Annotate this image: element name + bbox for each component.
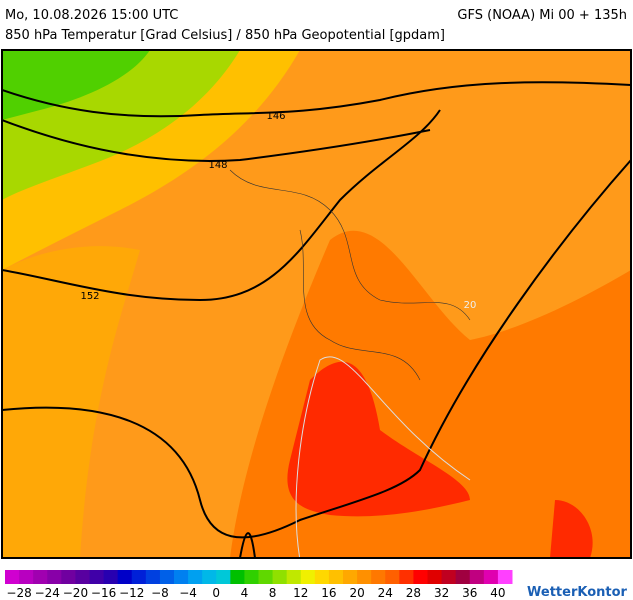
colorbar: −28 −24 −20 −16 −12 −8 −4 0 4 8 12 16 20 24 28 32 36 40 — [5, 570, 513, 600]
color-swatch — [230, 570, 245, 584]
color-swatch — [427, 570, 443, 584]
colorbar-label: −20 — [63, 586, 88, 600]
color-swatch — [117, 570, 133, 584]
colorbar-label: 16 — [321, 586, 336, 600]
logo: WetterKontor — [527, 585, 628, 600]
datetime: Mo, 10.08.2026 15:00 UTC — [5, 8, 178, 23]
color-swatch — [159, 570, 175, 584]
contour-label: 148 — [208, 160, 227, 171]
color-swatch — [314, 570, 330, 584]
color-swatch — [286, 570, 302, 584]
colorbar-label: −4 — [179, 586, 197, 600]
colorbar-label: 28 — [406, 586, 421, 600]
color-swatch — [19, 570, 34, 584]
color-swatch — [131, 570, 147, 584]
color-swatch — [33, 570, 48, 584]
contour-label: 146 — [266, 111, 285, 122]
color-swatch — [441, 570, 457, 584]
colorbar-label: 40 — [490, 586, 505, 600]
color-swatch — [413, 570, 428, 584]
contour-label: 152 — [80, 291, 99, 302]
color-swatch — [328, 570, 344, 584]
colorbar-label: 32 — [434, 586, 449, 600]
color-swatch — [357, 570, 372, 584]
model-run: GFS (NOAA) Mi 00 + 135h — [457, 8, 627, 23]
colorbar-label: −24 — [35, 586, 60, 600]
colorbar-label: 36 — [462, 586, 477, 600]
colorbar-label: 0 — [212, 586, 220, 600]
colorbar-label: −8 — [151, 586, 169, 600]
color-swatch — [385, 570, 400, 584]
color-swatch — [469, 570, 485, 584]
colorbar-label: 12 — [293, 586, 308, 600]
color-swatch — [202, 570, 217, 584]
colorbar-label: 24 — [378, 586, 393, 600]
color-swatch — [174, 570, 189, 584]
color-swatch — [399, 570, 414, 584]
color-swatch — [300, 570, 316, 584]
color-swatch — [216, 570, 231, 584]
contour-label: 20 — [464, 300, 477, 311]
color-swatch — [75, 570, 90, 584]
colorbar-label: −16 — [91, 586, 116, 600]
colorbar-label: 4 — [241, 586, 249, 600]
colorbar-label: 8 — [269, 586, 277, 600]
color-swatch — [188, 570, 203, 584]
color-swatch — [272, 570, 288, 584]
color-swatch — [244, 570, 259, 584]
color-swatch — [343, 570, 358, 584]
color-swatch — [497, 570, 513, 584]
color-swatch — [483, 570, 499, 584]
color-swatch — [145, 570, 161, 584]
color-swatch — [89, 570, 105, 584]
color-swatch — [5, 570, 20, 584]
color-swatch — [258, 570, 274, 584]
subtitle: 850 hPa Temperatur [Grad Celsius] / 850 … — [5, 28, 445, 43]
colorbar-label: −12 — [119, 586, 144, 600]
color-swatch — [371, 570, 386, 584]
colorbar-label: −28 — [6, 586, 31, 600]
map: 146 148 152 20 — [1, 49, 632, 559]
color-swatch — [61, 570, 76, 584]
color-swatch — [455, 570, 471, 584]
color-swatch — [47, 570, 62, 584]
colorbar-label: 20 — [349, 586, 364, 600]
color-swatch — [103, 570, 119, 584]
